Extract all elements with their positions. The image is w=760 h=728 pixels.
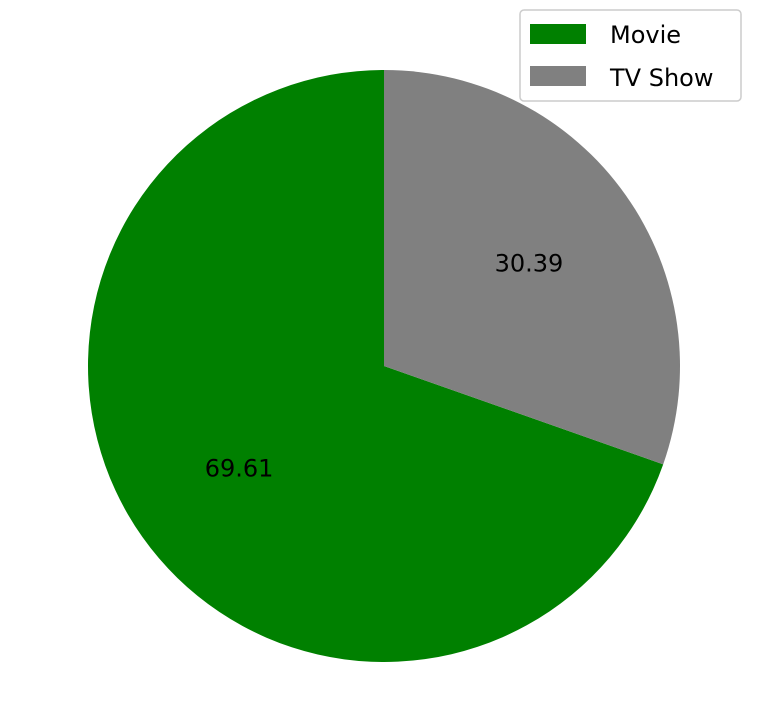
legend-label-tv-show: TV Show bbox=[609, 64, 713, 92]
pie-data-label-movie: 69.61 bbox=[205, 455, 274, 483]
legend-swatch-movie bbox=[530, 24, 586, 44]
pie-slice-movie bbox=[87, 70, 664, 662]
legend: Movie TV Show bbox=[519, 9, 742, 102]
pie-data-labels: 69.61 30.39 bbox=[205, 249, 564, 482]
legend-label-movie: Movie bbox=[610, 21, 681, 49]
pie-slice-tv-show bbox=[384, 70, 680, 465]
pie-data-label-tv-show: 30.39 bbox=[495, 249, 564, 277]
legend-swatch-tv-show bbox=[530, 66, 586, 86]
pie-slices bbox=[87, 70, 680, 662]
